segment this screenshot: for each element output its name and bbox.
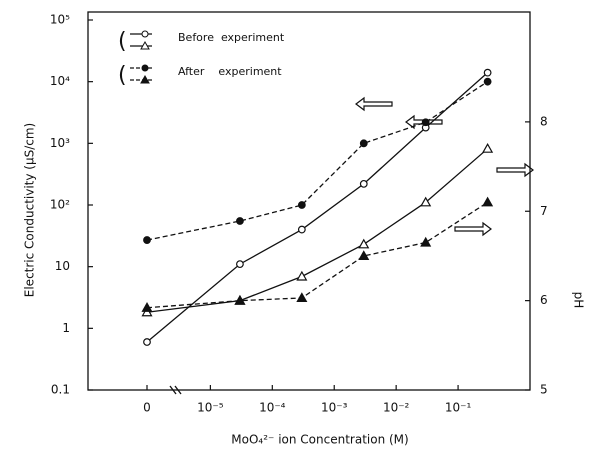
y-tick-label: 10³	[50, 136, 70, 150]
legend-label: Before experiment	[178, 31, 285, 44]
arrow-left	[405, 114, 443, 130]
x-tick-label: 0	[143, 401, 151, 415]
y-tick-label: 0.1	[51, 383, 70, 397]
data-point	[141, 302, 153, 312]
legend-marker	[140, 40, 150, 50]
y-tick-label: 10²	[50, 198, 70, 212]
arrow-left	[355, 96, 393, 112]
data-point	[483, 77, 492, 86]
data-point	[420, 236, 432, 247]
x-tick-label: 10⁻⁵	[197, 401, 224, 415]
series-line	[146, 81, 488, 241]
data-point	[482, 196, 494, 207]
data-point	[421, 118, 430, 127]
legend-label: After experiment	[178, 65, 282, 78]
legend-marker	[141, 64, 149, 72]
axis-break	[169, 385, 177, 395]
data-point	[236, 217, 244, 225]
data-point	[143, 338, 151, 346]
x-axis-label: MoO₄²⁻ ion Concentration (M)	[231, 433, 408, 447]
legend-marker	[141, 30, 149, 38]
legend-marker	[140, 74, 150, 84]
y-axis-label: Electric Conductivity (μS/cm)	[23, 123, 37, 297]
legend-bracket: (	[118, 29, 127, 54]
y2-tick-label: 6	[540, 293, 548, 307]
data-point	[359, 179, 368, 188]
y2-tick-label: 7	[540, 204, 548, 218]
data-point	[296, 292, 308, 303]
data-point	[234, 294, 246, 305]
y-tick-label: 10	[55, 259, 70, 273]
series-line	[146, 72, 489, 343]
x-tick-label: 10⁻⁴	[259, 401, 286, 415]
data-point	[482, 142, 494, 153]
y-tick-label: 10⁴	[50, 74, 70, 88]
data-point	[420, 196, 432, 207]
data-point	[358, 238, 370, 249]
x-tick-label: 10⁻³	[321, 401, 348, 415]
legend-bracket: (	[118, 63, 127, 88]
arrow-right	[496, 162, 534, 178]
series-line	[146, 148, 489, 313]
y-tick-label: 10⁵	[50, 13, 70, 27]
y-tick-label: 1	[62, 321, 70, 335]
y2-tick-label: 5	[540, 383, 548, 397]
data-point	[296, 270, 308, 281]
data-point	[359, 139, 368, 148]
series-line	[146, 201, 488, 309]
x-tick-label: 10⁻¹	[445, 401, 472, 415]
arrow-right	[454, 221, 492, 237]
axis-break	[174, 385, 182, 395]
data-point	[236, 260, 244, 269]
x-tick-label: 10⁻²	[383, 401, 410, 415]
data-point	[143, 236, 151, 244]
y2-axis-label: pH	[572, 292, 586, 309]
data-point	[358, 250, 370, 261]
data-point	[297, 201, 306, 209]
data-point	[483, 68, 492, 77]
y2-tick-label: 8	[540, 114, 548, 128]
data-point	[297, 225, 306, 234]
axis-arrows	[355, 96, 534, 237]
plot-frame	[87, 11, 531, 391]
